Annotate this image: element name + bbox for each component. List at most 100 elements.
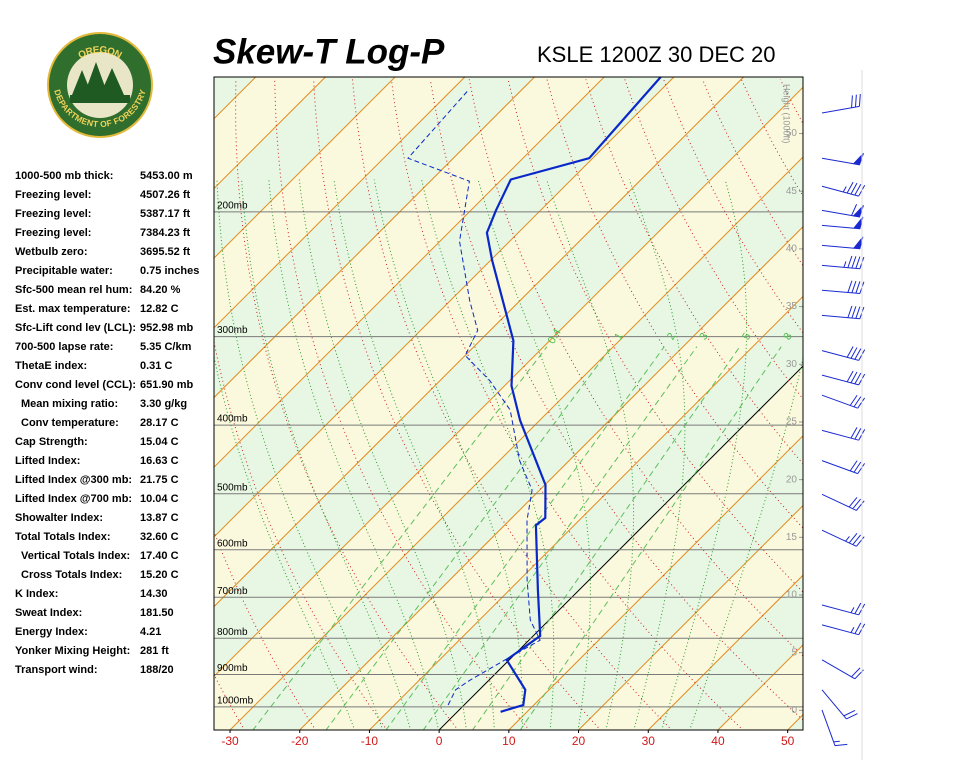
height-tick-label: 35 — [786, 301, 798, 312]
index-value: 84.20 % — [140, 284, 181, 296]
x-tick-label: 40 — [711, 734, 725, 748]
wind-barb — [821, 602, 866, 616]
isotherm — [578, 504, 803, 730]
height-axis-label: Height (1000ft) — [782, 84, 792, 144]
wind-barb — [821, 529, 865, 547]
wind-barb — [821, 622, 866, 636]
logo-ground — [70, 95, 130, 103]
index-value: 952.98 mb — [140, 322, 193, 334]
index-label: Sweat Index: — [15, 607, 82, 619]
isotherm-band — [787, 714, 803, 730]
dry-adiabat — [819, 79, 960, 730]
isotherm — [214, 77, 744, 608]
index-label: ThetaE index: — [15, 360, 87, 372]
index-value: 21.75 C — [140, 474, 179, 486]
index-label: Total Totals Index: — [15, 531, 111, 543]
isotherm — [299, 226, 803, 730]
index-value: 4.21 — [140, 626, 161, 638]
index-label: Freezing level: — [15, 189, 91, 201]
mixing-ratio-line — [252, 346, 548, 730]
pressure-label: 400mb — [217, 414, 248, 425]
index-value: 12.82 C — [140, 303, 179, 315]
isotherm — [214, 77, 535, 399]
index-value: 5387.17 ft — [140, 208, 190, 220]
logo-top-text: OREGON — [76, 44, 123, 61]
dewpoint-profile — [407, 90, 541, 706]
index-label: Conv temperature: — [21, 417, 119, 429]
height-tick-label: 45 — [786, 186, 798, 197]
isotherm — [214, 77, 326, 190]
index-label: Cross Totals Index: — [21, 569, 122, 581]
logo: OREGON DEPARTMENT OF FORESTRY — [47, 32, 153, 138]
wind-barb — [821, 181, 866, 197]
wind-barb — [821, 255, 865, 270]
height-tick-label: 40 — [786, 244, 798, 255]
mixing-ratio-line — [385, 346, 665, 730]
isotherm — [214, 86, 803, 678]
index-label: Freezing level: — [15, 227, 91, 239]
wind-barb — [821, 427, 866, 441]
mixing-ratio-line — [422, 346, 698, 730]
isotherm — [508, 435, 803, 730]
index-value: 5.35 C/km — [140, 341, 192, 353]
wind-barb — [821, 305, 865, 320]
index-label: Sfc-Lift cond lev (LCL): — [15, 322, 136, 334]
index-value: 0.31 C — [140, 360, 172, 372]
mixing-ratio-line — [519, 346, 782, 730]
index-value: 188/20 — [140, 664, 174, 676]
pressure-label: 300mb — [217, 325, 248, 336]
logo-top: OREGON — [76, 44, 123, 61]
pressure-label: 200mb — [217, 201, 248, 212]
pressure-label: 600mb — [217, 538, 248, 549]
moist-adiabat — [689, 355, 803, 730]
moist-adiabat — [661, 179, 748, 730]
index-label: Vertical Totals Index: — [21, 550, 130, 562]
mixing-ratio-line — [471, 346, 741, 730]
wind-barb — [821, 460, 866, 475]
isotherm — [647, 574, 803, 730]
dry-adiabat — [936, 79, 960, 730]
plot-lines — [214, 77, 960, 730]
index-label: Lifted Index @300 mb: — [15, 474, 132, 486]
index-label: Transport wind: — [15, 664, 98, 676]
index-value: 3.30 g/kg — [140, 398, 187, 410]
mixing-ratio-label: 2 — [665, 331, 678, 342]
isotherm-band — [214, 77, 803, 677]
moist-adiabat — [333, 179, 495, 730]
pressure-label: 800mb — [217, 627, 248, 638]
height-tick-label: 5 — [791, 647, 797, 658]
index-value: 28.17 C — [140, 417, 179, 429]
index-value: 15.04 C — [140, 436, 179, 448]
isotherm — [229, 156, 803, 730]
x-tick-label: -20 — [291, 734, 309, 748]
index-value: 7384.23 ft — [140, 227, 190, 239]
index-value: 3695.52 ft — [140, 246, 190, 258]
x-tick-label: 10 — [502, 734, 516, 748]
pressure-label: 1000mb — [217, 696, 254, 707]
x-tick-label: 0 — [436, 734, 443, 748]
moist-adiabat — [477, 179, 591, 730]
x-tick-label: 20 — [572, 734, 586, 748]
index-value: 15.20 C — [140, 569, 179, 581]
height-tick-label: 10 — [786, 590, 798, 601]
height-tick-label: 25 — [786, 417, 798, 428]
plot-frame — [213, 76, 804, 731]
x-tick-label: 50 — [781, 734, 795, 748]
index-label: Mean mixing ratio: — [21, 398, 118, 410]
temperature-profile — [485, 77, 662, 713]
dry-adiabat — [352, 79, 673, 730]
logo-trees — [72, 62, 124, 95]
index-label: Conv cond level (CCL): — [15, 379, 136, 391]
index-value: 0.75 inches — [140, 265, 199, 277]
isotherm — [787, 713, 803, 730]
index-label: Energy Index: — [15, 626, 88, 638]
wind-barb — [821, 370, 866, 386]
x-tick-label: -10 — [361, 734, 379, 748]
index-label: 700-500 lapse rate: — [15, 341, 113, 353]
height-tick-label: 15 — [786, 532, 798, 543]
wind-barb — [821, 709, 848, 747]
index-label: Freezing level: — [15, 208, 91, 220]
moist-adiabat — [421, 179, 555, 730]
wind-barb — [821, 346, 866, 361]
